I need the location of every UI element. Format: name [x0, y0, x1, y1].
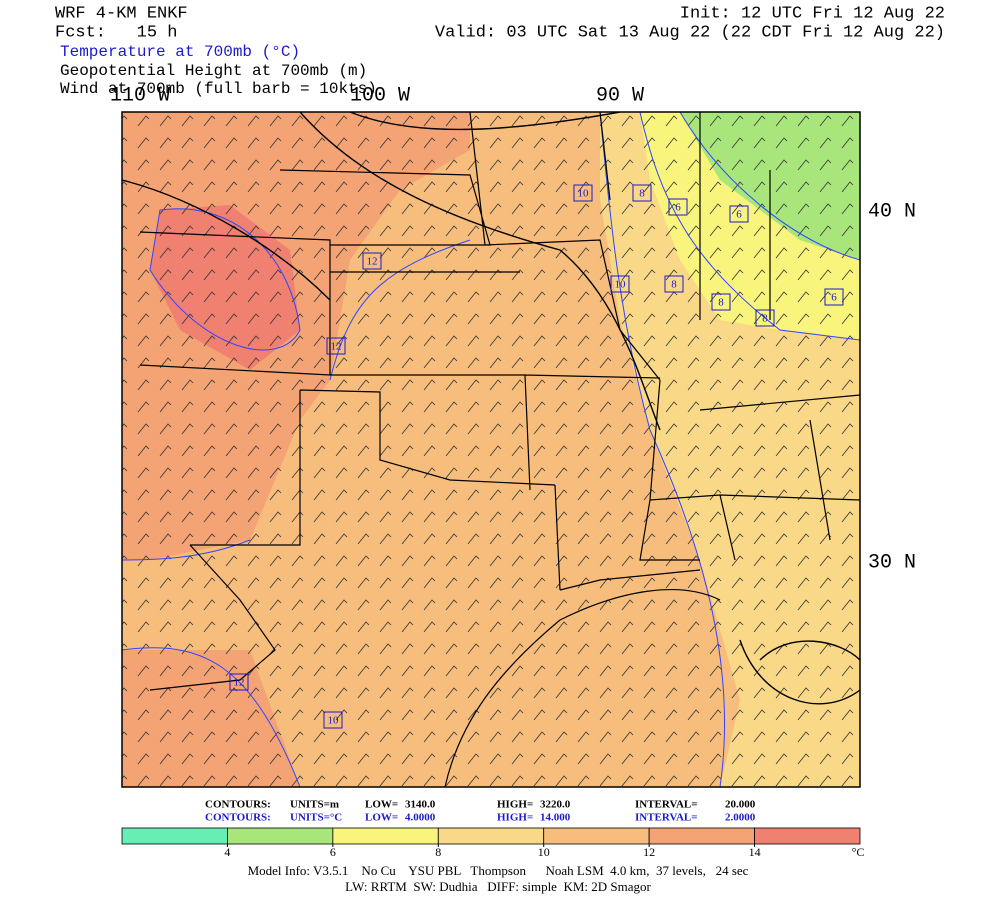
contour-info-text: INTERVAL= [635, 812, 698, 824]
map [122, 112, 860, 787]
contour-info-text: 3220.0 [540, 799, 571, 811]
colorbar-tick-label: 6 [330, 845, 336, 859]
contour-label: 10 [615, 279, 627, 291]
colorbar: 4 6 8 10 12 14 °C [121, 827, 865, 859]
contour-label: 8 [671, 279, 677, 291]
colorbar-swatch [754, 827, 861, 845]
contour-info-text: HIGH= [497, 799, 533, 811]
colorbar-swatch [227, 827, 334, 845]
contour-info-text: INTERVAL= [635, 799, 698, 811]
colorbar-unit: °C [852, 845, 865, 859]
colorbar-tick-label: 10 [538, 845, 550, 859]
valid-time: Valid: 03 UTC Sat 13 Aug 22 (22 CDT Fri … [435, 23, 945, 42]
longitude-label: 110 W [110, 84, 170, 107]
colorbar-tick-label: 4 [224, 845, 230, 859]
contour-label: 10 [328, 715, 340, 727]
colorbar-tick-label: 14 [749, 845, 761, 859]
contour-label: 8 [762, 313, 768, 325]
init-time: Init: 12 UTC Fri 12 Aug 22 [680, 4, 945, 23]
contour-label-box [610, 275, 630, 293]
contour-info-text: CONTOURS: [205, 812, 271, 824]
latitude-label: 40 N [868, 200, 916, 223]
model-info: Model Info: V3.5.1 No Cu YSU PBL Thompso… [248, 863, 749, 878]
contour-label-box [755, 309, 775, 327]
colorbar-swatch [332, 827, 439, 845]
contour-label-box [362, 252, 382, 270]
contour-label: 10 [578, 188, 590, 200]
map-frame [121, 111, 861, 788]
contour-label: 6 [736, 209, 742, 221]
contour-label: 6 [831, 292, 837, 304]
contour-info-text: UNITS=°C [290, 812, 342, 824]
contour-info: CONTOURS: UNITS=m LOW= 3140.0 HIGH= 3220.0 INT… [205, 799, 756, 824]
state-boundary [139, 112, 860, 691]
longitude-label: 90 W [596, 84, 644, 107]
field-name: Temperature at 700mb (°C) [60, 43, 300, 61]
contour-info-text: LOW= [365, 799, 398, 811]
contour-label-box [323, 711, 343, 729]
contour-label-box [824, 288, 844, 306]
model-info: LW: RRTM SW: Dudhia DIFF: simple KM: 2D … [345, 879, 651, 894]
contour-info-text: LOW= [365, 812, 398, 824]
contour-info-text: 3140.0 [405, 799, 436, 811]
colorbar-swatch [648, 827, 755, 845]
contour-labels: 10 8 6 6 12 10 8 8 8 6 12 12 10 [229, 184, 844, 729]
contour-label-box [326, 337, 346, 355]
height-contour [122, 112, 860, 705]
contour-info-text: HIGH= [497, 812, 533, 824]
temperature-contour [122, 112, 860, 787]
contour-info-text: 4.0000 [405, 812, 436, 824]
colorbar-tick-label: 8 [435, 845, 441, 859]
coastline [444, 588, 721, 787]
latitude-label: 30 N [868, 551, 916, 574]
contour-label-box [573, 184, 593, 202]
contour-info-text: 14.000 [540, 812, 571, 824]
contour-label-box [668, 198, 688, 216]
colorbar-swatch [437, 827, 545, 845]
contour-label-box [711, 293, 731, 311]
colorbar-swatch [121, 827, 228, 845]
contour-label: 12 [331, 341, 342, 353]
contour-label-box [632, 184, 652, 202]
contour-label: 6 [675, 202, 681, 214]
colorbar-tick-label: 12 [643, 845, 655, 859]
contour-label: 8 [639, 188, 645, 200]
contour-info-text: CONTOURS: [205, 799, 271, 811]
contour-label-box [729, 205, 749, 223]
field-name: Wind at 700mb (full barb = 10kts) [60, 80, 377, 98]
contour-label-box [229, 673, 249, 691]
colorbar-swatch [543, 827, 650, 845]
forecast-hour: Fcst: 15 h [55, 23, 177, 42]
contour-label: 12 [234, 677, 245, 689]
contour-label-box [664, 275, 684, 293]
field-name: Geopotential Height at 700mb (m) [60, 62, 367, 80]
contour-info-text: 20.000 [725, 799, 756, 811]
model-name: WRF 4-KM ENKF [55, 4, 188, 23]
contour-info-text: 2.0000 [725, 812, 756, 824]
contour-label: 12 [367, 256, 378, 268]
longitude-label: 100 W [350, 84, 410, 107]
contour-info-text: UNITS=m [290, 799, 339, 811]
contour-label: 8 [718, 297, 724, 309]
